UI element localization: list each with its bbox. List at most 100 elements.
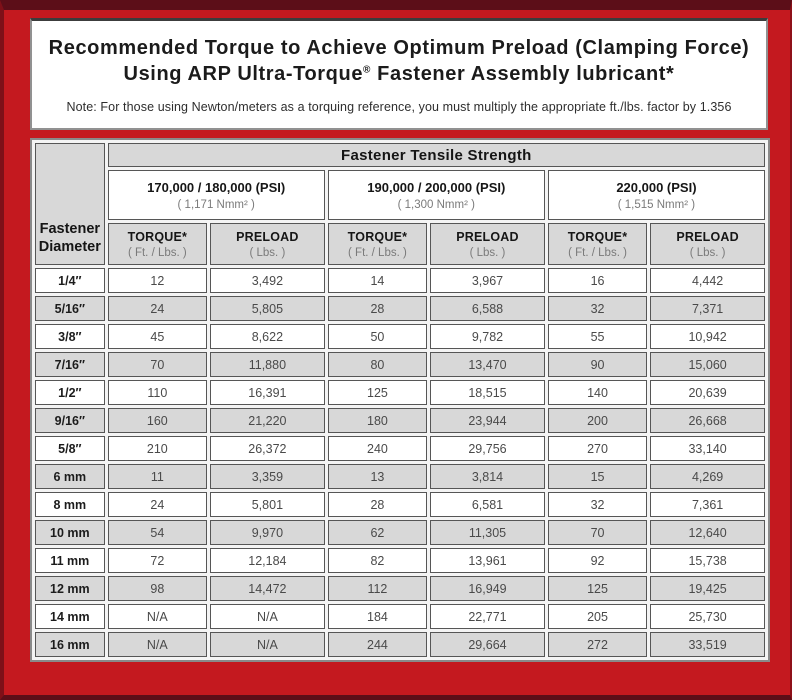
strength-group-3-nmm: ( 1,515 Nmm² ) (617, 198, 696, 211)
value-cell: 200 (547, 408, 648, 433)
value-cell: 82 (327, 548, 428, 573)
value-cell: 9,782 (430, 324, 545, 349)
fastener-diameter-header: Fastener Diameter (35, 143, 105, 265)
value-cell: N/A (210, 604, 325, 629)
value-cell: 184 (327, 604, 428, 629)
value-cell: 205 (547, 604, 648, 629)
value-cell: 4,269 (650, 464, 765, 489)
diameter-cell: 8 mm (35, 492, 105, 517)
table-row: 1/2″ 110 16,391 125 18,515 140 20,639 (35, 380, 765, 405)
value-cell: 11 (107, 464, 208, 489)
value-cell: 15,060 (650, 352, 765, 377)
value-cell: 24 (107, 492, 208, 517)
preload-unit: ( Lbs. ) (469, 246, 506, 259)
table-row: 7/16″ 70 11,880 80 13,470 90 15,060 (35, 352, 765, 377)
value-cell: 10,942 (650, 324, 765, 349)
value-cell: 160 (107, 408, 208, 433)
value-cell: 3,359 (210, 464, 325, 489)
value-cell: 3,814 (430, 464, 545, 489)
preload-column-header-1: PRELOAD ( Lbs. ) (210, 223, 325, 265)
value-cell: 125 (547, 576, 648, 601)
table-body: 1/4″ 12 3,492 14 3,967 16 4,442 5/16″ 24 5,805 28 6… (35, 268, 765, 657)
value-cell: 6,581 (430, 492, 545, 517)
value-cell: 125 (327, 380, 428, 405)
value-cell: 20,639 (650, 380, 765, 405)
strength-group-1-psi: 170,000 / 180,000 (PSI) (147, 179, 286, 195)
diameter-cell: 3/8″ (35, 324, 105, 349)
value-cell: 62 (327, 520, 428, 545)
fastener-diameter-header-line2: Diameter (38, 238, 101, 255)
value-cell: 90 (547, 352, 648, 377)
title-line2-prefix: Using ARP Ultra-Torque (123, 63, 364, 85)
value-cell: 272 (547, 632, 648, 657)
table-row: 10 mm 54 9,970 62 11,305 70 12,640 (35, 520, 765, 545)
value-cell: 32 (547, 296, 648, 321)
value-cell: 55 (547, 324, 648, 349)
value-cell: 6,588 (430, 296, 545, 321)
torque-column-header-2: TORQUE* ( Ft. / Lbs. ) (327, 223, 428, 265)
value-cell: 12 (107, 268, 208, 293)
registered-trademark-symbol: ® (363, 64, 372, 76)
tensile-strength-row: Fastener Diameter Fastener Tensile Stren… (35, 143, 765, 265)
preload-column-header-3: PRELOAD ( Lbs. ) (650, 223, 765, 265)
value-cell: N/A (107, 604, 208, 629)
preload-label: PRELOAD (456, 229, 519, 244)
tensile-strength-header: Fastener Tensile Strength (107, 143, 765, 167)
value-cell: 3,492 (210, 268, 325, 293)
strength-group-3: 220,000 (PSI) ( 1,515 Nmm² ) (547, 170, 765, 220)
preload-unit: ( Lbs. ) (689, 246, 726, 259)
torque-table-grid: Fastener Diameter Fastener Tensile Stren… (32, 140, 768, 660)
torque-label: TORQUE* (127, 229, 188, 244)
strength-group-2: 190,000 / 200,000 (PSI) ( 1,300 Nmm² ) (327, 170, 545, 220)
torque-unit: ( Ft. / Lbs. ) (127, 246, 187, 259)
preload-unit: ( Lbs. ) (249, 246, 286, 259)
value-cell: 25,730 (650, 604, 765, 629)
value-cell: 270 (547, 436, 648, 461)
value-cell: 45 (107, 324, 208, 349)
page-title-line1: Recommended Torque to Achieve Optimum Pr… (48, 37, 750, 59)
value-cell: 23,944 (430, 408, 545, 433)
value-cell: 32 (547, 492, 648, 517)
strength-group-2-nmm: ( 1,300 Nmm² ) (397, 198, 475, 211)
value-cell: 16,949 (430, 576, 545, 601)
diameter-cell: 16 mm (35, 632, 105, 657)
value-cell: 33,140 (650, 436, 765, 461)
table-row: 5/8″ 210 26,372 240 29,756 270 33,140 (35, 436, 765, 461)
value-cell: 7,361 (650, 492, 765, 517)
value-cell: 9,970 (210, 520, 325, 545)
value-cell: 13 (327, 464, 428, 489)
value-cell: 5,801 (210, 492, 325, 517)
value-cell: 72 (107, 548, 208, 573)
diameter-cell: 1/2″ (35, 380, 105, 405)
torque-label: TORQUE* (567, 229, 628, 244)
value-cell: 13,470 (430, 352, 545, 377)
value-cell: 92 (547, 548, 648, 573)
torque-column-header-3: TORQUE* ( Ft. / Lbs. ) (547, 223, 648, 265)
column-header-row: TORQUE* ( Ft. / Lbs. ) PRELOAD ( Lbs. ) … (35, 223, 765, 265)
diameter-cell: 11 mm (35, 548, 105, 573)
value-cell: 19,425 (650, 576, 765, 601)
table-row: 11 mm 72 12,184 82 13,961 92 15,738 (35, 548, 765, 573)
value-cell: 21,220 (210, 408, 325, 433)
value-cell: 14 (327, 268, 428, 293)
value-cell: 18,515 (430, 380, 545, 405)
psi-group-row: 170,000 / 180,000 (PSI) ( 1,171 Nmm² ) 1… (35, 170, 765, 220)
preload-label: PRELOAD (236, 229, 299, 244)
value-cell: 22,771 (430, 604, 545, 629)
fastener-diameter-header-line1: Fastener (39, 220, 101, 237)
table-row: 3/8″ 45 8,622 50 9,782 55 10,942 (35, 324, 765, 349)
value-cell: 50 (327, 324, 428, 349)
torque-column-header-1: TORQUE* ( Ft. / Lbs. ) (107, 223, 208, 265)
diameter-cell: 7/16″ (35, 352, 105, 377)
title-card: Recommended Torque to Achieve Optimum Pr… (30, 18, 768, 130)
value-cell: 70 (547, 520, 648, 545)
value-cell: 4,442 (650, 268, 765, 293)
diameter-cell: 12 mm (35, 576, 105, 601)
value-cell: 26,372 (210, 436, 325, 461)
value-cell: 80 (327, 352, 428, 377)
value-cell: 244 (327, 632, 428, 657)
value-cell: 3,967 (430, 268, 545, 293)
table-row: 6 mm 11 3,359 13 3,814 15 4,269 (35, 464, 765, 489)
value-cell: 70 (107, 352, 208, 377)
